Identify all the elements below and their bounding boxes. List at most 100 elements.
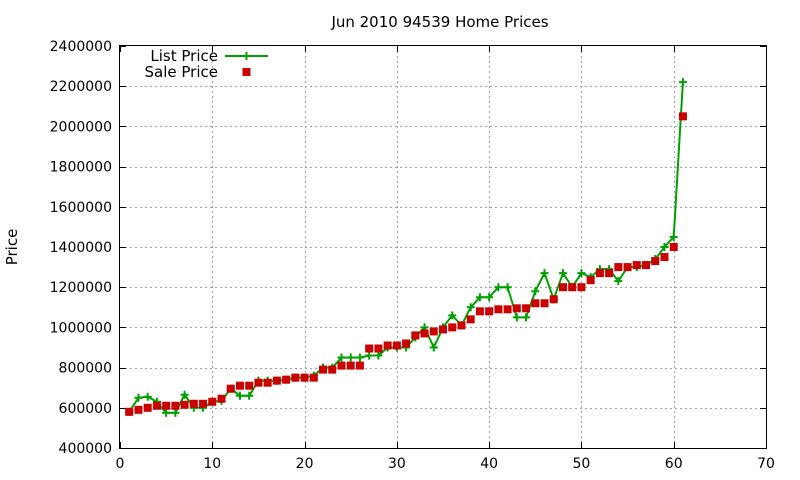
data-point bbox=[586, 276, 595, 285]
data-point bbox=[374, 351, 383, 360]
data-point bbox=[558, 269, 567, 278]
x-axis-tick-labels: 0 10 20 30 40 50 60 70 bbox=[116, 456, 775, 472]
data-point bbox=[429, 343, 438, 352]
data-point bbox=[180, 390, 189, 399]
data-point bbox=[568, 283, 577, 292]
data-point bbox=[355, 361, 364, 370]
data-point bbox=[522, 313, 531, 322]
data-point bbox=[263, 378, 272, 387]
y-tick-label: 1400000 bbox=[50, 240, 112, 256]
y-tick-label: 600000 bbox=[59, 401, 112, 417]
data-point bbox=[392, 341, 401, 350]
y-tick-label: 1000000 bbox=[50, 320, 112, 336]
data-point bbox=[475, 293, 484, 302]
data-point bbox=[189, 399, 198, 408]
data-point bbox=[531, 299, 540, 308]
data-point bbox=[512, 304, 521, 313]
x-tick-label: 30 bbox=[388, 456, 406, 472]
data-point bbox=[235, 391, 244, 400]
data-point bbox=[235, 381, 244, 390]
data-point bbox=[549, 295, 558, 304]
data-point bbox=[346, 361, 355, 370]
data-point bbox=[448, 311, 457, 320]
data-point bbox=[254, 378, 263, 387]
x-tick-label: 60 bbox=[665, 456, 683, 472]
data-point bbox=[309, 373, 318, 382]
data-point bbox=[319, 365, 328, 374]
data-point bbox=[678, 112, 687, 121]
legend-symbol-sale-price bbox=[242, 68, 251, 76]
data-point bbox=[503, 305, 512, 314]
legend-marker bbox=[242, 52, 251, 60]
plot-frame bbox=[119, 45, 767, 449]
chart-title: Jun 2010 94539 Home Prices bbox=[330, 13, 548, 31]
data-point bbox=[642, 261, 651, 270]
data-point bbox=[531, 287, 540, 296]
data-point bbox=[282, 375, 291, 384]
data-point bbox=[660, 243, 669, 251]
data-point bbox=[605, 269, 614, 278]
data-point bbox=[457, 321, 466, 330]
data-point bbox=[365, 351, 374, 360]
data-point bbox=[439, 325, 447, 334]
data-point bbox=[134, 405, 143, 414]
data-point bbox=[272, 376, 281, 385]
data-point bbox=[208, 397, 217, 406]
data-point bbox=[466, 315, 475, 324]
data-point bbox=[540, 269, 549, 278]
data-point bbox=[217, 394, 226, 403]
data-point bbox=[595, 269, 604, 278]
data-point bbox=[448, 323, 457, 332]
data-point bbox=[623, 263, 632, 272]
y-axis-label: Price bbox=[3, 229, 21, 266]
data-point bbox=[365, 344, 374, 353]
data-point bbox=[420, 329, 429, 338]
data-point bbox=[162, 401, 171, 410]
data-point bbox=[512, 313, 521, 322]
legend-symbol-list-price bbox=[225, 52, 268, 60]
y-tick-label: 1800000 bbox=[50, 160, 112, 176]
axis-ticks bbox=[120, 46, 767, 449]
data-point bbox=[180, 400, 189, 409]
data-point bbox=[411, 331, 420, 340]
legend-marker bbox=[242, 68, 251, 76]
x-tick-label: 40 bbox=[480, 456, 498, 472]
data-point bbox=[577, 283, 586, 292]
data-point bbox=[614, 263, 623, 272]
data-series bbox=[125, 78, 687, 417]
data-point bbox=[171, 408, 180, 417]
data-point bbox=[143, 392, 152, 401]
grid-lines bbox=[120, 46, 766, 448]
data-point bbox=[152, 401, 161, 410]
y-tick-label: 800000 bbox=[59, 361, 112, 377]
data-point bbox=[402, 339, 411, 348]
data-point bbox=[669, 243, 678, 251]
data-point bbox=[328, 365, 337, 374]
data-point bbox=[522, 304, 531, 313]
x-tick-label: 50 bbox=[573, 456, 591, 472]
y-tick-label: 400000 bbox=[59, 441, 112, 457]
data-point bbox=[614, 277, 623, 286]
data-point bbox=[632, 261, 641, 270]
y-tick-label: 1200000 bbox=[50, 280, 112, 296]
data-point bbox=[660, 253, 669, 262]
data-point bbox=[669, 232, 678, 241]
data-point bbox=[245, 381, 254, 390]
data-point bbox=[494, 305, 503, 314]
data-point bbox=[226, 384, 235, 393]
data-point bbox=[346, 353, 355, 362]
x-tick-label: 70 bbox=[757, 456, 775, 472]
data-point bbox=[485, 293, 494, 302]
y-tick-label: 2000000 bbox=[50, 119, 112, 135]
data-point bbox=[125, 407, 134, 416]
data-point bbox=[429, 327, 438, 336]
data-point bbox=[134, 393, 143, 402]
data-point bbox=[383, 341, 392, 350]
data-point bbox=[466, 303, 475, 312]
data-point bbox=[162, 408, 171, 417]
data-point bbox=[355, 353, 364, 362]
x-tick-label: 20 bbox=[296, 456, 314, 472]
y-tick-label: 2200000 bbox=[50, 79, 112, 95]
legend: List Price Sale Price bbox=[145, 47, 268, 81]
